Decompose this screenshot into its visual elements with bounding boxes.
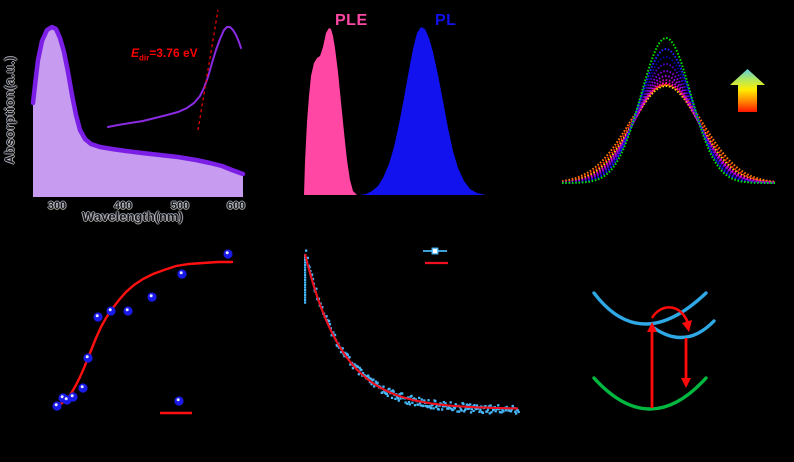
absorption-plot [30, 9, 246, 197]
panel-temperature-pl [529, 0, 794, 231]
x-tick-400: 400 [113, 200, 133, 212]
x-tick-600: 600 [226, 200, 246, 212]
pl-band [360, 27, 495, 195]
bandgap-symbol: E [131, 46, 140, 60]
bandgap-value: =3.76 eV [149, 46, 198, 60]
ste-state-parabola [652, 319, 716, 340]
absorption-y-axis-label: Absorption(a.u.) [2, 55, 17, 165]
intensity-plot [52, 249, 234, 415]
excited-state-parabola [592, 291, 708, 326]
ple-band [304, 28, 357, 195]
absorption-x-axis-label: Wavelength(nm) [82, 209, 183, 224]
legend-data-marker [431, 247, 439, 255]
bandgap-annotation: Edir=3.76 eV [131, 46, 198, 62]
panel-absorption: Absorption(a.u.) Wavelength(nm) 300 400 … [0, 0, 265, 231]
bandgap-subscript: dir [139, 53, 150, 63]
ple-label: PLE [335, 12, 368, 29]
decay-fit-line [303, 253, 518, 410]
relaxation-arrow [650, 306, 690, 324]
x-tick-300: 300 [47, 200, 67, 212]
absorption-curve [30, 24, 246, 177]
panel-ste-diagram [529, 231, 794, 462]
panel-ple-pl: PLE PL [265, 0, 530, 231]
panel-decay [265, 231, 530, 462]
tauc-inset-curve [107, 26, 242, 128]
ste-diagram [592, 291, 716, 411]
x-tick-500: 500 [170, 200, 190, 212]
decay-plot [303, 247, 520, 415]
absorption-area [33, 27, 243, 197]
temperature-pl-plot [561, 36, 776, 184]
ple-pl-plot [304, 27, 495, 195]
pl-label: PL [435, 12, 457, 29]
tauc-extrapolation-line [197, 9, 219, 131]
temperature-pl-curve [562, 47, 775, 184]
ground-state-parabola [592, 376, 708, 411]
gradient-arrow-icon [730, 69, 765, 112]
panel-intensity [0, 231, 265, 462]
